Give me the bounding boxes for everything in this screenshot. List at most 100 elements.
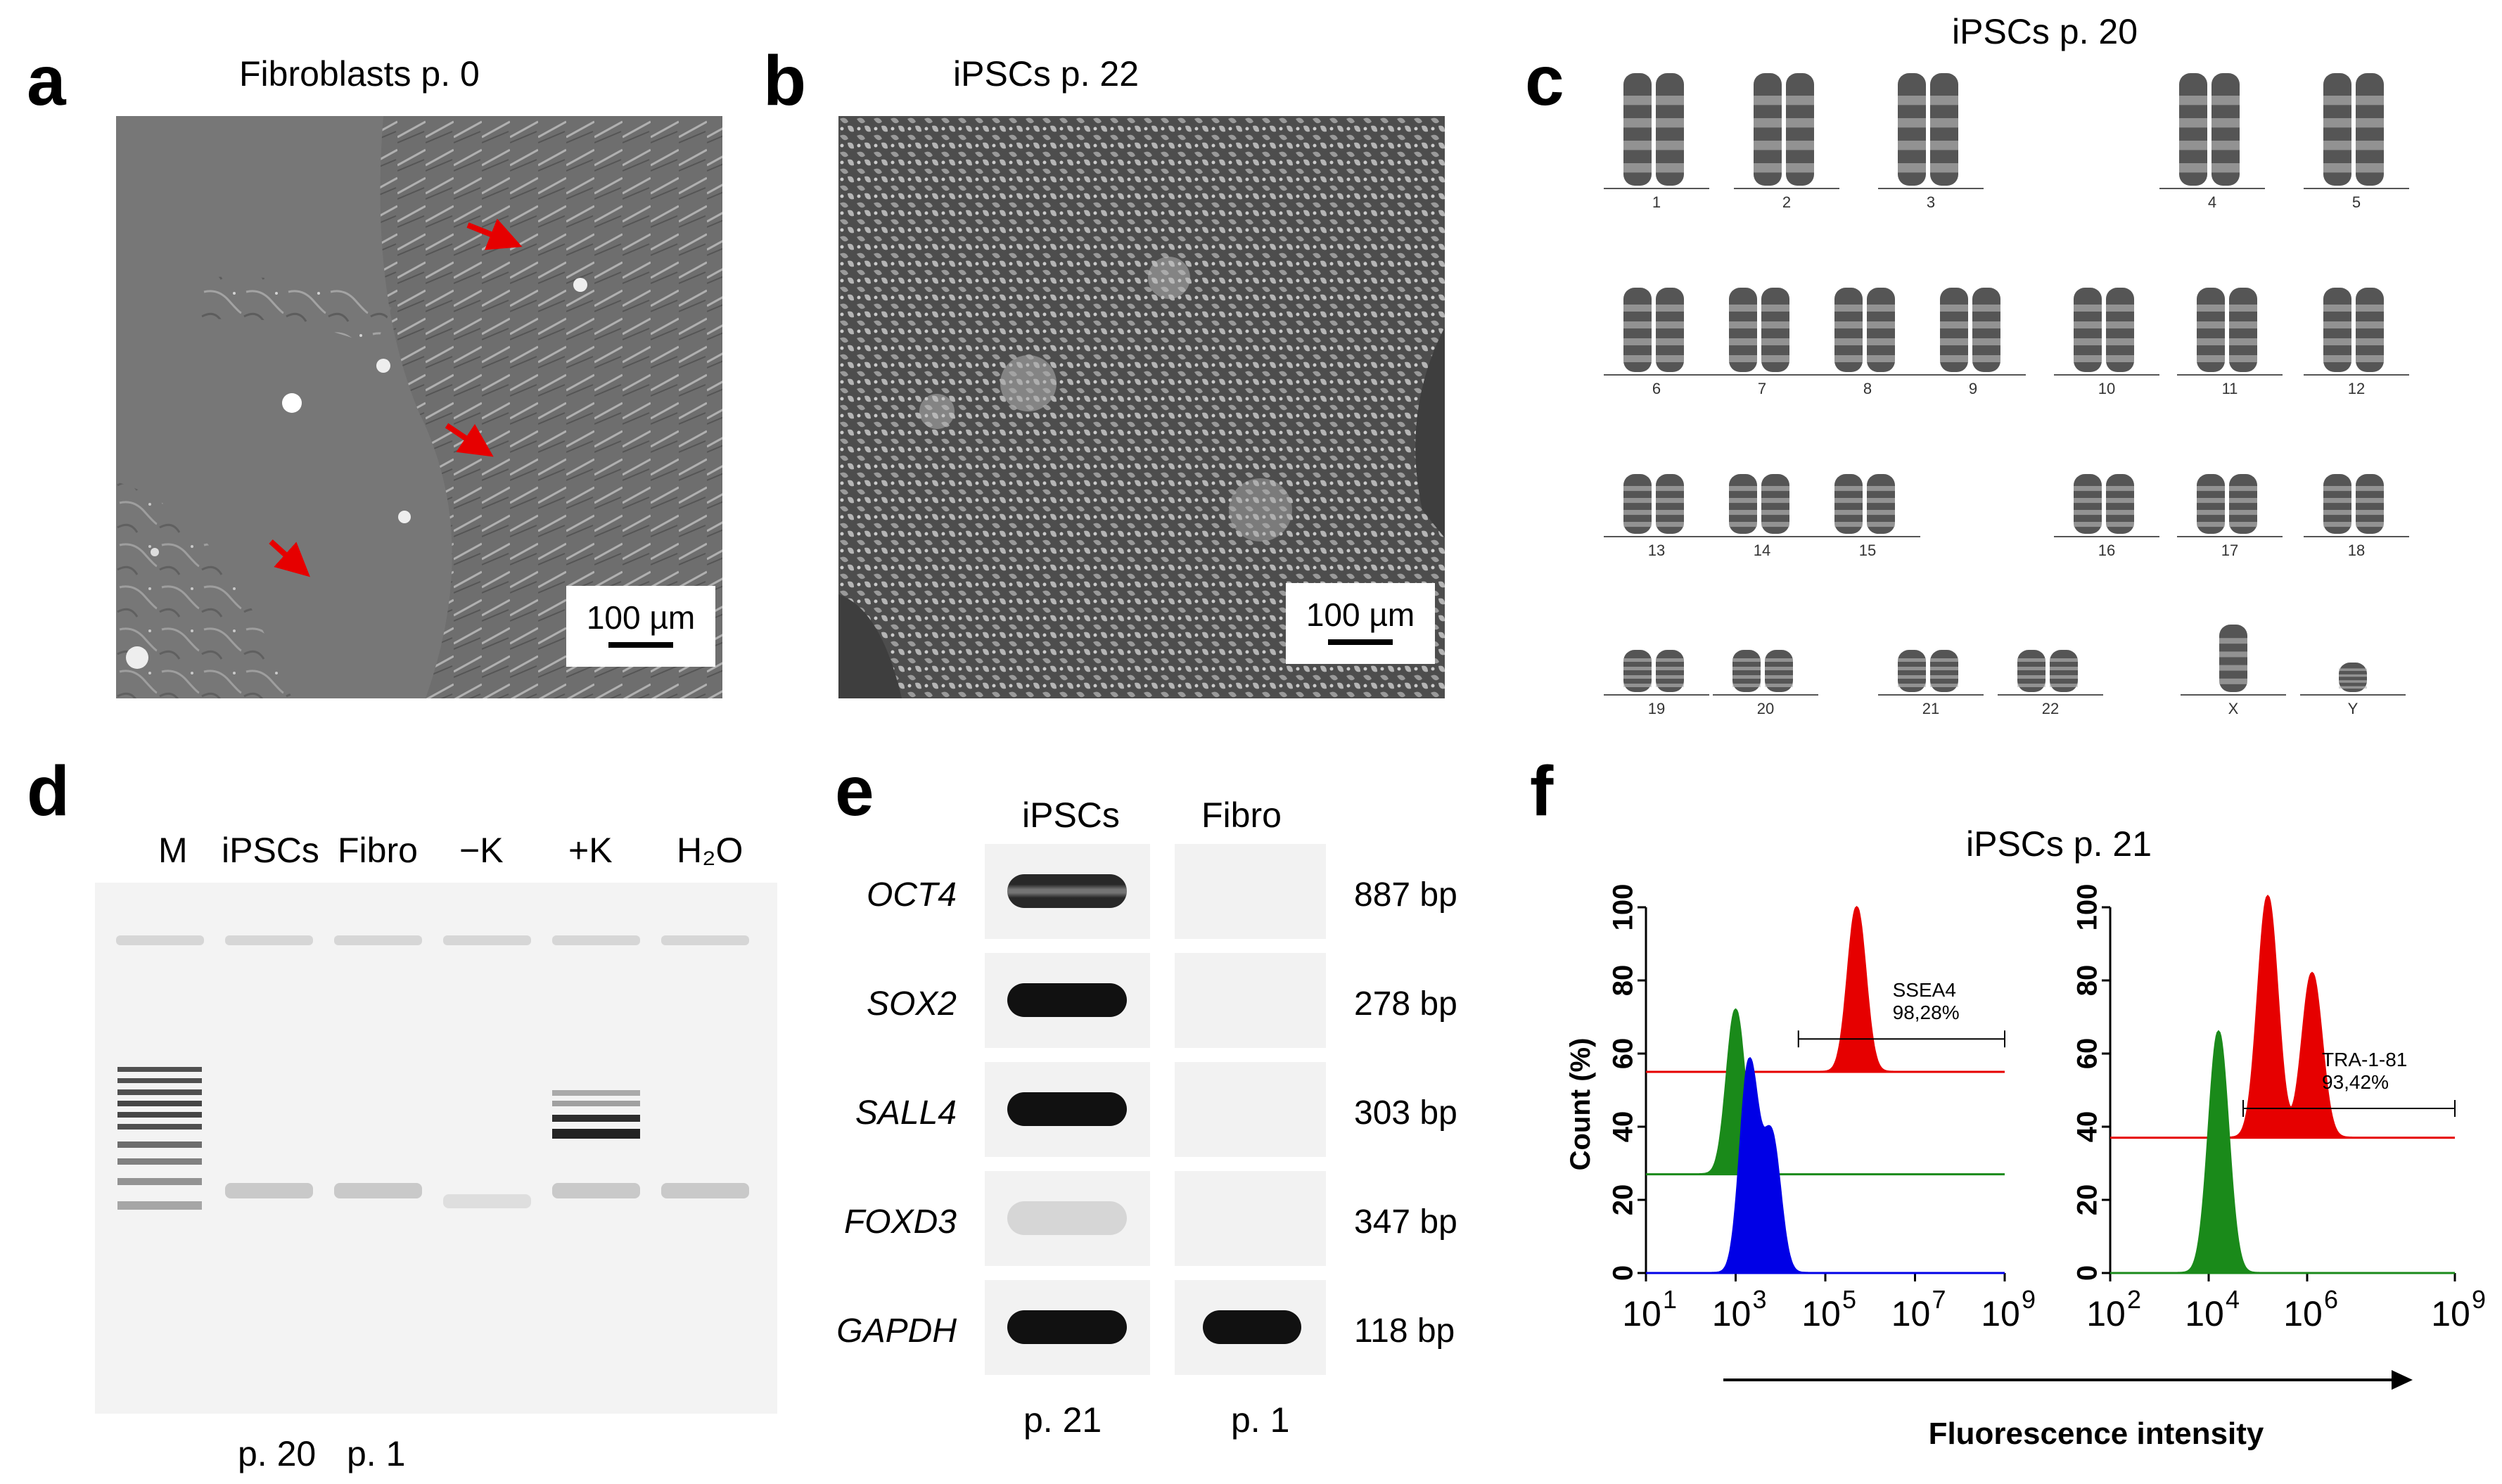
lane-label-water: H₂O <box>677 831 743 870</box>
gel-band <box>1203 1310 1301 1344</box>
y-tick-label: 40 <box>2072 1111 2103 1143</box>
chromosome-number: 1 <box>1652 193 1661 211</box>
histogram-series <box>1646 905 2005 1073</box>
x-axis-label: Fluorescence intensity <box>1929 1416 2264 1451</box>
panel-b-letter: b <box>763 41 807 120</box>
x-tick-exponent: 9 <box>2472 1285 2486 1314</box>
scale-bar-a <box>608 642 673 648</box>
y-tick-label: 20 <box>1608 1184 1639 1216</box>
chromosome-pair: 7 <box>1709 285 1815 411</box>
chromosome-number: X <box>2228 700 2239 717</box>
chromosome-number: 5 <box>2351 193 2361 211</box>
x-tick-label: 10 <box>2283 1294 2323 1333</box>
gel-strip-ipscs <box>985 1280 1150 1375</box>
x-tick-label: 10 <box>2431 1294 2470 1333</box>
chromosome-pair: 22 <box>1998 647 2103 731</box>
y-axis-label: Count (%) <box>1565 1038 1596 1171</box>
panel-e-letter: e <box>835 752 874 831</box>
gel-band <box>1007 1310 1127 1344</box>
chromosome-number: 4 <box>2207 193 2217 211</box>
chromosome-pair: 20 <box>1713 647 1818 731</box>
chromosome-number: 18 <box>2347 542 2366 559</box>
chromosome-pair: 21 <box>1878 647 1984 731</box>
chromosome-pair: 1 <box>1604 70 1709 225</box>
karyogram: 1 2 3 4 5 6 7 8 9 10 11 12 13 14 15 16 17 18 19 20 21 22 X Y <box>1604 63 2497 738</box>
panel-f-letter: f <box>1530 752 1554 831</box>
scale-bar-b <box>1328 639 1393 645</box>
gel-strip-ipscs <box>985 1171 1150 1266</box>
band-size-label: 303 bp <box>1354 1094 1457 1132</box>
x-tick-exponent: 5 <box>1842 1285 1856 1314</box>
y-tick-label: 60 <box>1608 1038 1639 1070</box>
y-tick-label: 100 <box>2072 884 2103 931</box>
band-size-label: 278 bp <box>1354 985 1457 1023</box>
x-tick-label: 10 <box>1712 1294 1751 1333</box>
panel-d-lane-labels: M iPSCs Fibro −K +K H₂O <box>95 823 784 872</box>
column-label-ipscs: iPSCs <box>1022 795 1120 835</box>
gene-label: GAPDH <box>836 1312 957 1350</box>
chromosome-pair: 15 <box>1815 471 1920 573</box>
chromosome-pair: 10 <box>2054 285 2159 411</box>
rtpcr-gels: OCT4 887 bp SOX2 278 bp SALL4 303 bp FOXD3 347 … <box>809 844 1512 1393</box>
y-tick-label: 100 <box>1608 884 1639 931</box>
gene-label: OCT4 <box>866 876 957 914</box>
chromosome-number: 19 <box>1647 700 1666 717</box>
gel-strip-fibro <box>1175 953 1326 1048</box>
gel-strip-fibro <box>1175 1062 1326 1157</box>
y-tick-label: 80 <box>2072 965 2103 997</box>
y-tick-label: 0 <box>1608 1265 1639 1281</box>
chromosome-number: 21 <box>1922 700 1940 717</box>
gel-band <box>1007 1092 1127 1126</box>
chromosome-number: 13 <box>1647 542 1666 559</box>
histogram-series <box>1646 1008 2005 1176</box>
gel-strip-ipscs <box>985 953 1150 1048</box>
chromosome-pair: 14 <box>1709 471 1815 573</box>
chromosome-number: 8 <box>1863 380 1872 397</box>
panel-b-title: iPSCs p. 22 <box>953 54 1140 94</box>
gel-strip-ipscs <box>985 1062 1150 1157</box>
chromosome-pair: 16 <box>2054 471 2159 573</box>
gel-strip-fibro <box>1175 1171 1326 1266</box>
x-tick-exponent: 1 <box>1663 1285 1677 1314</box>
chromosome-number: 9 <box>1968 380 1978 397</box>
panel-c-title: iPSCs p. 20 <box>1952 12 2138 51</box>
x-tick-label: 10 <box>1622 1294 1661 1333</box>
band-size-label: 347 bp <box>1354 1203 1457 1241</box>
passage-label-e-fibro: p. 1 <box>1231 1400 1290 1440</box>
gel-band <box>1007 983 1127 1017</box>
passage-label-d-ipscs: p. 20 <box>238 1434 317 1473</box>
scale-bar-box-a: 100 µm <box>566 586 715 667</box>
chromosome-number: 15 <box>1858 542 1877 559</box>
gel-band <box>1007 874 1127 908</box>
gate-label: SSEA4 <box>1893 979 1956 1001</box>
y-tick-label: 40 <box>1608 1111 1639 1143</box>
lane-label-ipscs: iPSCs <box>222 831 319 870</box>
x-tick-label: 10 <box>1891 1294 1931 1333</box>
chromosome-pair: 18 <box>2304 471 2409 573</box>
y-tick-label: 60 <box>2072 1038 2103 1070</box>
x-tick-exponent: 3 <box>1752 1285 1766 1314</box>
lane-label-fibro: Fibro <box>338 831 418 870</box>
intensity-arrowhead <box>2392 1370 2413 1390</box>
x-tick-exponent: 7 <box>1932 1285 1946 1314</box>
panel-a-title: Fibroblasts p. 0 <box>239 54 480 94</box>
chromosome-number: 2 <box>1782 193 1792 211</box>
chromosome-pair: 5 <box>2304 70 2409 225</box>
lane-label-m: M <box>158 831 188 870</box>
x-tick-exponent: 2 <box>2127 1285 2141 1314</box>
chromosome-pair: 12 <box>2304 285 2409 411</box>
chromosome-number: 14 <box>1753 542 1771 559</box>
chromosome-pair: 13 <box>1604 471 1709 573</box>
y-tick-label: 20 <box>2072 1184 2103 1216</box>
chromosome-pair: 11 <box>2177 285 2283 411</box>
lane-label-pos-control: +K <box>568 831 613 870</box>
scale-bar-label-a: 100 µm <box>586 599 696 636</box>
y-tick-label: 0 <box>2072 1265 2103 1281</box>
gene-label: SOX2 <box>866 985 957 1023</box>
x-tick-exponent: 9 <box>2022 1285 2036 1314</box>
x-tick-label: 10 <box>2185 1294 2224 1333</box>
chromosome-pair: 19 <box>1604 647 1709 731</box>
fibroblast-micrograph: 100 µm <box>116 116 722 698</box>
chromosome-pair: Y <box>2300 660 2406 731</box>
histogram-series <box>2110 895 2455 1139</box>
